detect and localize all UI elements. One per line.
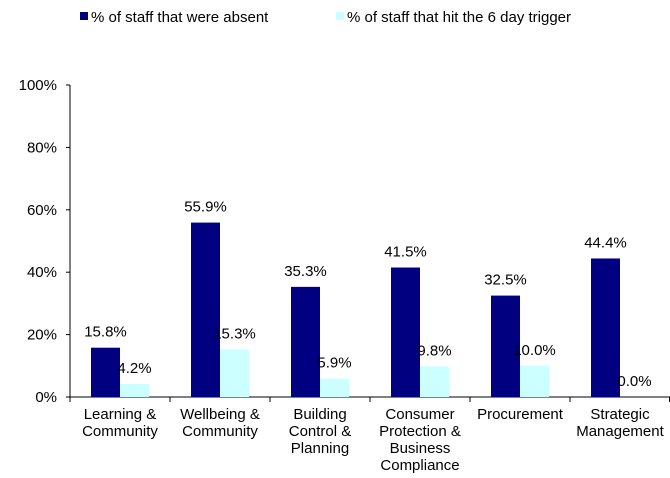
bar-series2-3 (320, 378, 349, 397)
data-label-series1-4: 41.5% (384, 244, 427, 261)
data-label-series2-4: 9.8% (417, 342, 451, 359)
bar-series1-6 (591, 258, 620, 397)
bar-series2-4 (420, 366, 449, 397)
category-label: Strategic Management (576, 406, 664, 440)
legend-swatch-2 (336, 12, 344, 20)
bar-series1-2 (191, 222, 220, 397)
category-label: Learning & Community (82, 406, 158, 440)
bars (91, 222, 620, 397)
category-label: Wellbeing & Community (180, 406, 260, 440)
data-label-series2-1: 4.2% (117, 360, 151, 377)
y-tick-label: 80% (27, 139, 57, 156)
data-label-series2-5: 10.0% (513, 342, 556, 359)
data-label-series2-6: 0.0% (617, 373, 651, 390)
legend: % of staff that were absent % of staff th… (80, 9, 571, 26)
data-label-series1-1: 15.8% (84, 324, 127, 341)
data-label-series1-2: 55.9% (184, 199, 227, 216)
data-label-series1-6: 44.4% (584, 234, 627, 251)
category-label: Building Control & Planning (289, 406, 352, 457)
y-tick-label: 40% (27, 264, 57, 281)
category-label: Procurement (477, 406, 564, 423)
bar-series1-1 (91, 347, 120, 397)
y-tick-label: 60% (27, 202, 57, 219)
y-tick-label: 0% (35, 389, 57, 406)
x-axis: Learning & Community Wellbeing & Community B… (69, 396, 670, 474)
y-tick-label: 20% (27, 327, 57, 344)
legend-label-2: % of staff that hit the 6 day trigger (347, 9, 571, 26)
y-axis: 0% 20% 40% 60% 80% 100% (19, 77, 71, 406)
data-label-series1-5: 32.5% (484, 272, 527, 289)
data-labels: 15.8% 55.9% 35.3% 41.5% 32.5% 44.4% 4.2% 15.3% 5… (84, 199, 651, 390)
bar-series2-5 (520, 365, 549, 397)
legend-label-1: % of staff that were absent (91, 9, 269, 26)
bar-series2-1 (120, 383, 149, 397)
legend-swatch-1 (80, 12, 88, 20)
data-label-series2-2: 15.3% (213, 325, 256, 342)
bar-series1-3 (291, 286, 320, 397)
bar-series1-5 (491, 295, 520, 397)
category-label: Consumer Protection & Business Compliance (379, 406, 461, 474)
data-label-series1-3: 35.3% (284, 263, 327, 280)
y-tick-label: 100% (19, 77, 57, 94)
bar-series1-4 (391, 267, 420, 397)
bar-series2-2 (220, 349, 249, 397)
data-label-series2-3: 5.9% (317, 355, 351, 372)
